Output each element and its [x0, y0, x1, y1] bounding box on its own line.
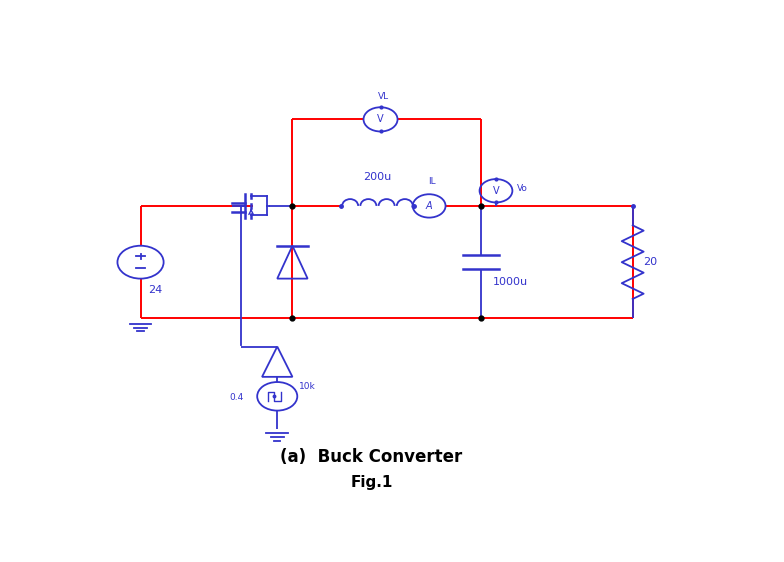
- Text: 10k: 10k: [299, 382, 315, 391]
- Text: 200u: 200u: [363, 172, 392, 182]
- Text: V: V: [377, 115, 384, 124]
- Text: (a)  Buck Converter: (a) Buck Converter: [281, 448, 463, 466]
- Text: VL: VL: [378, 92, 389, 101]
- Text: 24: 24: [148, 285, 162, 295]
- Text: IL: IL: [428, 178, 436, 187]
- Text: V: V: [492, 186, 499, 196]
- Text: Fig.1: Fig.1: [350, 475, 393, 491]
- Text: Vo: Vo: [517, 184, 528, 193]
- Text: 20: 20: [644, 257, 658, 267]
- Text: 1000u: 1000u: [493, 277, 528, 287]
- Text: A: A: [426, 201, 433, 211]
- Text: 0.4: 0.4: [230, 393, 244, 402]
